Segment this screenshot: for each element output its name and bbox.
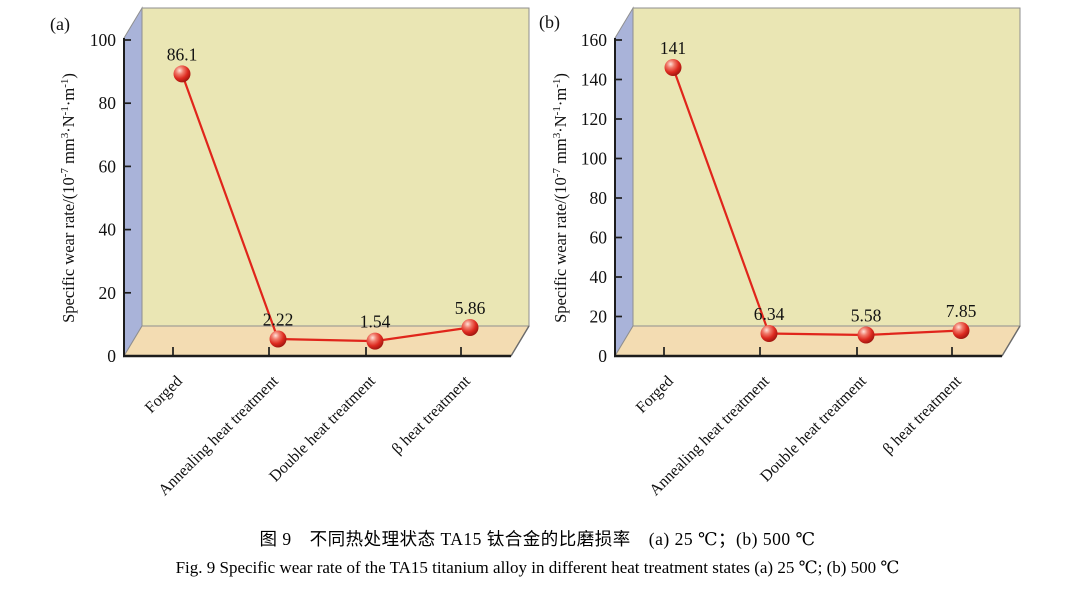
- y-tick-label: 120: [581, 109, 608, 129]
- y-tick-label: 0: [107, 346, 116, 366]
- panel-tag: (a): [50, 14, 70, 35]
- caption-chinese: 图 9 不同热处理状态 TA15 钛合金的比磨损率 (a) 25 ℃；(b) 5…: [259, 529, 816, 549]
- x-category-label: Double heat treatment: [757, 372, 870, 485]
- y-tick-label: 100: [90, 30, 117, 50]
- panel-tag: (b): [539, 12, 560, 33]
- caption-english: Fig. 9 Specific wear rate of the TA15 ti…: [175, 558, 900, 577]
- floor-right-edge: [510, 325, 530, 357]
- y-tick-label: 20: [99, 283, 117, 303]
- x-category-label: β heat treatment: [389, 372, 474, 457]
- data-point-marker: [952, 321, 970, 339]
- value-label: 7.85: [946, 301, 977, 321]
- y-tick-label: 80: [590, 188, 608, 208]
- value-label: 6.34: [754, 304, 785, 324]
- data-point-marker: [269, 330, 287, 348]
- chart-row: 0 20 40 60 80 100 Forged Annealing heat treatme…: [50, 6, 1021, 499]
- back-wall: [632, 7, 1021, 327]
- value-label: 1.54: [360, 312, 391, 332]
- y-tick-label: 0: [598, 346, 607, 366]
- left-wall: [123, 6, 143, 358]
- left-wall: [614, 6, 634, 358]
- data-point-marker: [366, 332, 384, 350]
- x-category-label: β heat treatment: [880, 372, 965, 457]
- data-point-marker: [461, 318, 479, 336]
- y-axis-title: Specific wear rate/(10-7 mm3·N-1·m-1): [551, 73, 570, 323]
- data-line: [180, 73, 471, 343]
- y-tick-label: 40: [99, 220, 117, 240]
- back-wall: [141, 7, 530, 327]
- data-point-marker: [857, 326, 875, 344]
- value-label: 86.1: [167, 44, 198, 64]
- data-point-marker: [760, 324, 778, 342]
- x-category-label: Double heat treatment: [266, 372, 379, 485]
- y-tick-label: 160: [581, 30, 608, 50]
- data-line: [671, 67, 962, 337]
- value-label: 5.86: [455, 298, 486, 318]
- y-tick-label: 20: [590, 307, 608, 327]
- y-tick-label: 60: [99, 156, 117, 176]
- value-label: 2.22: [263, 309, 294, 329]
- y-tick-label: 100: [581, 149, 608, 169]
- y-tick-label: 80: [99, 93, 117, 113]
- x-category-label: Forged: [633, 373, 677, 417]
- data-point-marker: [173, 65, 191, 83]
- y-axis-title: Specific wear rate/(10-7 mm3·N-1·m-1): [59, 73, 78, 323]
- data-point-marker: [664, 59, 682, 77]
- value-label: 5.58: [851, 305, 882, 325]
- value-label: 141: [660, 38, 686, 58]
- y-tick-label: 40: [590, 267, 608, 287]
- y-tick-label: 60: [590, 228, 608, 248]
- x-category-label: Forged: [142, 373, 186, 417]
- floor-right-edge: [1001, 325, 1021, 357]
- y-tick-label: 140: [581, 70, 608, 90]
